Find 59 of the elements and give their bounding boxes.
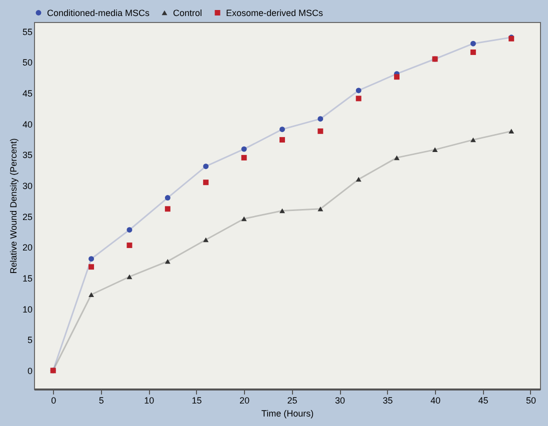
point bbox=[88, 264, 94, 270]
point bbox=[241, 154, 247, 160]
point bbox=[203, 164, 209, 170]
point bbox=[203, 180, 209, 186]
x-axis-title: Time (Hours) bbox=[261, 408, 314, 418]
y-tick-label: 50 bbox=[22, 58, 32, 68]
y-tick-label: 55 bbox=[22, 26, 32, 37]
point bbox=[356, 176, 362, 182]
x-tick-label: 15 bbox=[192, 396, 202, 406]
point bbox=[279, 126, 285, 132]
x-tick-label: 40 bbox=[430, 396, 440, 406]
point bbox=[470, 49, 476, 55]
y-tick-label: 30 bbox=[22, 180, 32, 191]
point bbox=[88, 256, 94, 262]
point bbox=[318, 128, 324, 134]
x-tick-label: 30 bbox=[335, 396, 346, 406]
point bbox=[432, 147, 438, 152]
x-tick-label: 50 bbox=[526, 396, 536, 406]
point bbox=[394, 155, 400, 160]
point bbox=[279, 208, 285, 214]
point bbox=[164, 195, 170, 201]
y-axis-title: Relative Wound Density (Percent) bbox=[8, 138, 18, 274]
x-tick-label: 25 bbox=[287, 396, 298, 406]
point bbox=[470, 137, 476, 142]
point bbox=[394, 74, 400, 80]
y-tick-label: 25 bbox=[22, 212, 32, 222]
y-tick-label: 20 bbox=[22, 242, 32, 253]
point bbox=[356, 88, 362, 94]
y-tick-label: 10 bbox=[22, 304, 32, 314]
point bbox=[318, 116, 324, 122]
x-tick-label: 10 bbox=[144, 396, 154, 406]
point bbox=[241, 146, 247, 152]
point bbox=[88, 292, 94, 297]
legend-label: Control bbox=[173, 8, 202, 18]
point bbox=[164, 206, 170, 212]
x-tick-label: 45 bbox=[478, 396, 488, 406]
point bbox=[203, 237, 209, 242]
point bbox=[241, 216, 247, 222]
y-tick-label: 40 bbox=[22, 119, 32, 130]
point bbox=[164, 258, 170, 264]
point bbox=[126, 227, 132, 233]
point bbox=[126, 242, 132, 248]
y-tick-label: 0 bbox=[27, 366, 32, 376]
y-tick-label: 35 bbox=[22, 150, 32, 160]
y-tick-label: 45 bbox=[22, 88, 32, 98]
point bbox=[508, 128, 514, 134]
point bbox=[356, 96, 362, 102]
point bbox=[279, 137, 285, 143]
legend-label: Exosome-derived MSCs bbox=[226, 8, 324, 18]
x-tick-label: 0 bbox=[51, 396, 56, 406]
x-tick-label: 35 bbox=[382, 396, 393, 406]
point bbox=[126, 274, 132, 280]
point bbox=[318, 206, 324, 212]
legend-label: Conditioned-media MSCs bbox=[47, 8, 150, 18]
x-tick-label: 5 bbox=[98, 396, 104, 406]
x-tick-label: 20 bbox=[240, 396, 250, 406]
y-tick-label: 15 bbox=[22, 273, 32, 284]
point bbox=[470, 40, 476, 46]
y-tick-label: 5 bbox=[27, 335, 32, 346]
